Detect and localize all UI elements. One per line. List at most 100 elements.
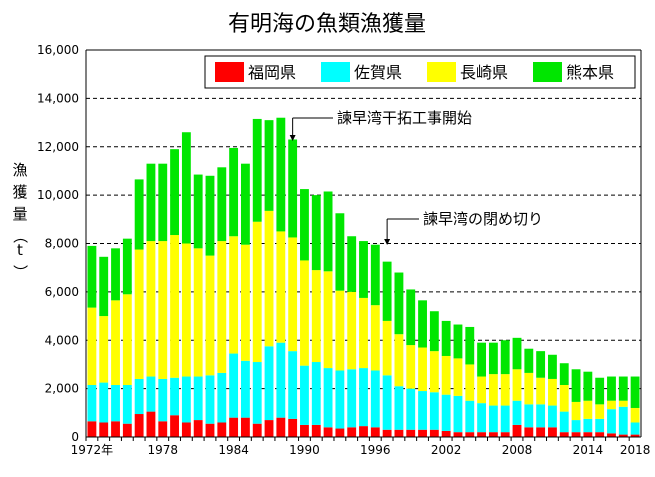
bar-segment (548, 354, 557, 379)
bar-segment (512, 369, 522, 401)
bar-segment (217, 167, 227, 242)
bar-segment (87, 307, 97, 385)
bar-segment (134, 378, 144, 415)
bar-segment (394, 334, 404, 387)
bar-segment (205, 423, 215, 437)
bar-segment (524, 348, 534, 373)
bar-segment (252, 362, 262, 424)
bar-segment (323, 368, 333, 428)
y-tick-labels: 0 2,000 4,000 6,000 8,000 10,000 12,000 14,000 1… (37, 43, 79, 444)
bar-segment (571, 432, 581, 437)
bar-segment (264, 210, 274, 347)
legend-swatch (321, 62, 350, 82)
y-axis-label: 漁獲量 （t ） (11, 161, 29, 280)
bar-segment (323, 427, 333, 437)
bar-segment (205, 175, 215, 256)
y-tick-label: 8,000 (45, 237, 79, 251)
bar-segment (406, 345, 416, 389)
x-tick-label: 1984 (218, 443, 249, 457)
x-tick-label: 2002 (431, 443, 462, 457)
legend-label: 福岡県 (248, 63, 296, 82)
legend: 福岡県 佐賀県 長崎県 熊本県 (204, 55, 636, 89)
bar-segment (571, 401, 581, 421)
bar-segment (99, 382, 109, 423)
bar-segment (181, 376, 191, 423)
bar-segment (181, 243, 191, 377)
bar-segment (382, 320, 392, 376)
bar-segment (311, 424, 321, 437)
y-axis-label-char: t (17, 241, 23, 259)
y-axis-label-char: （ (11, 228, 29, 243)
bar-segment (536, 427, 546, 437)
bar-segment (477, 432, 487, 437)
bar-segment (181, 422, 191, 437)
bar-segment (418, 429, 427, 437)
bar-segment (288, 139, 298, 238)
bar-segment (347, 236, 357, 292)
legend-label: 佐賀県 (354, 63, 402, 82)
bar-segment (441, 355, 451, 395)
y-tick-label: 16,000 (37, 43, 79, 57)
bar-segment (359, 241, 368, 298)
bar-segment (323, 271, 333, 369)
bar-segment (276, 231, 286, 343)
bar-segment (229, 353, 239, 418)
bar-segment (158, 241, 168, 379)
x-tick-labels: 1972年 1978 1984 1990 1996 2002 2008 2014 2018 (71, 443, 651, 457)
bar-segment (170, 377, 179, 416)
bar-segment (122, 294, 132, 385)
bar-segment (559, 384, 569, 412)
bar-segment (536, 351, 546, 378)
bar-segment (630, 376, 640, 408)
bar-segment (477, 342, 487, 377)
bar-segment (111, 384, 120, 422)
bar-segment (536, 377, 546, 405)
bar-segment (465, 432, 475, 437)
bar-segment (359, 297, 368, 369)
y-tick-label: 14,000 (37, 91, 79, 105)
bar-segment (429, 351, 439, 393)
bar-segment (347, 291, 357, 370)
bar-segment (630, 434, 640, 437)
bar-segment (229, 236, 239, 354)
bar-segment (583, 432, 593, 437)
bar-segment (548, 427, 557, 437)
bar-segment (512, 400, 522, 425)
annotation-label: 諫早湾の閉め切り (423, 210, 543, 228)
x-tick-label: 1996 (360, 443, 391, 457)
x-tick-label: 2018 (620, 443, 651, 457)
bar-segment (548, 405, 557, 428)
bar-segment (193, 248, 203, 377)
bar-segment (394, 429, 404, 437)
bar-segment (618, 376, 628, 401)
bar-segment (87, 245, 97, 308)
bar-segment (111, 248, 120, 301)
bar-segment (170, 415, 179, 437)
annotation-label: 諫早湾干拓工事開始 (337, 109, 472, 127)
bar-segment (618, 406, 628, 435)
bar-segment (288, 237, 298, 352)
bar-segment (441, 430, 451, 437)
bar-segment (500, 340, 510, 375)
y-tick-label: 12,000 (37, 140, 79, 154)
bar-segment (618, 434, 628, 437)
bar-segment (429, 429, 439, 437)
bar-segment (122, 423, 132, 437)
bar-segment (311, 270, 321, 363)
bar-segment (583, 418, 593, 433)
legend-label: 熊本県 (566, 63, 614, 82)
y-tick-label: 0 (71, 430, 79, 444)
bar-segment (347, 369, 357, 428)
bar-segment (512, 337, 522, 370)
bar-segment (288, 418, 298, 437)
bar-segment (276, 117, 286, 232)
bar-segment (595, 432, 605, 437)
bar-segment (406, 388, 416, 430)
bar-segment (465, 364, 475, 401)
bar-segment (607, 409, 616, 434)
bar-segment (252, 221, 262, 363)
x-tick-label: 1972年 (71, 443, 114, 457)
bar-segment (394, 386, 404, 430)
bar-segment (181, 132, 191, 244)
